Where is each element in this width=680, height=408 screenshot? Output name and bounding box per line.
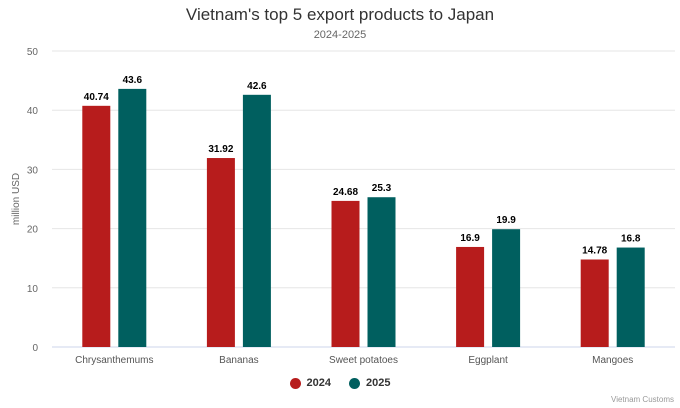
credit: Vietnam Customs [611,395,674,404]
data-label: 16.8 [621,234,641,245]
legend-label-2024: 2024 [306,377,331,389]
bar-2024 [456,246,485,347]
x-tick-label: Mangoes [592,355,633,366]
bar-2025 [492,229,521,347]
data-label: 14.78 [582,246,607,257]
data-label: 40.74 [84,92,109,103]
x-tick-label: Chrysanthemums [75,355,153,366]
x-tick-label: Eggplant [468,355,508,366]
y-tick-label: 30 [27,165,39,176]
bar-2025 [242,94,271,347]
bar-2024 [82,105,111,347]
data-label: 42.6 [247,81,267,92]
data-label: 24.68 [333,187,358,198]
data-label: 19.9 [496,215,516,226]
x-tick-label: Bananas [219,355,258,366]
legend-marker-2024 [289,377,301,389]
y-tick-label: 50 [27,47,39,58]
bar-2024 [331,200,360,347]
data-label: 31.92 [208,144,233,155]
bar-2025 [367,197,396,347]
y-tick-label: 20 [27,225,39,236]
y-tick-label: 40 [27,106,39,117]
chart-title: Vietnam's top 5 export products to Japan [185,5,495,24]
data-label: 43.6 [123,75,143,86]
y-tick-label: 10 [27,284,39,295]
legend-marker-2025 [349,377,360,389]
bar-2025 [118,88,147,347]
y-tick-label: 0 [32,343,38,354]
chart-subtitle: 2024-2025 [313,29,367,41]
data-label: 16.9 [460,233,480,244]
legend-item-2025[interactable]: 2025 [349,377,390,389]
bar-2024 [580,259,609,347]
bar-2025 [616,247,645,347]
legend-item-2024[interactable]: 2024 [289,377,331,389]
bar-2024 [206,158,235,347]
legend-label-2025: 2025 [366,377,391,389]
y-axis-label: million USD [11,173,22,225]
legend: 2024 2025 [0,377,680,389]
data-label: 25.3 [372,183,392,194]
x-tick-label: Sweet potatoes [329,355,398,366]
